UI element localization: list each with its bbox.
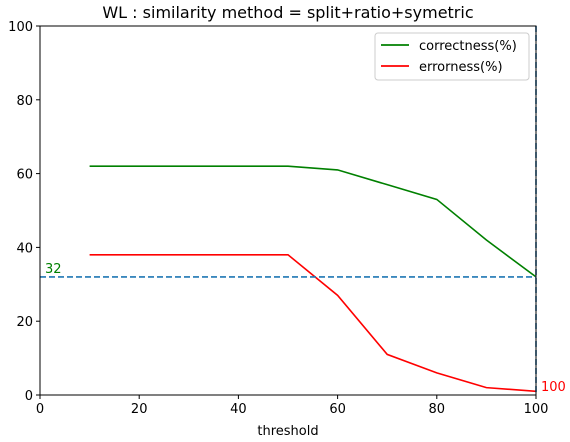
plot-frame (39, 25, 537, 396)
chart-title: WL : similarity method = split+ratio+sym… (102, 3, 473, 22)
x-tick-label: 20 (131, 402, 148, 417)
y-tick-label: 60 (16, 168, 33, 183)
legend: correctness(%) errorness(%) (374, 32, 530, 81)
x-tick-label: 0 (36, 402, 44, 417)
y-tick-label: 40 (16, 241, 33, 256)
y-tick-label: 80 (16, 94, 33, 109)
series-line-1 (89, 253, 537, 393)
x-tick-label: 40 (230, 402, 247, 417)
x-axis-label: threshold (257, 424, 318, 438)
series-line-0 (89, 165, 537, 278)
x-tick-label: 60 (329, 402, 346, 417)
x-tick-label: 80 (429, 402, 446, 417)
y-tick-label: 100 (8, 20, 33, 35)
y-tick-label: 20 (16, 315, 33, 330)
legend-label: correctness(%) (419, 39, 517, 54)
x-tick-label: 100 (524, 402, 549, 417)
y-tick-label: 0 (25, 389, 33, 404)
annotation-1: 100 (541, 380, 566, 395)
annotation-0: 32 (45, 262, 62, 277)
legend-box (374, 32, 530, 81)
legend-label: errorness(%) (419, 60, 503, 75)
